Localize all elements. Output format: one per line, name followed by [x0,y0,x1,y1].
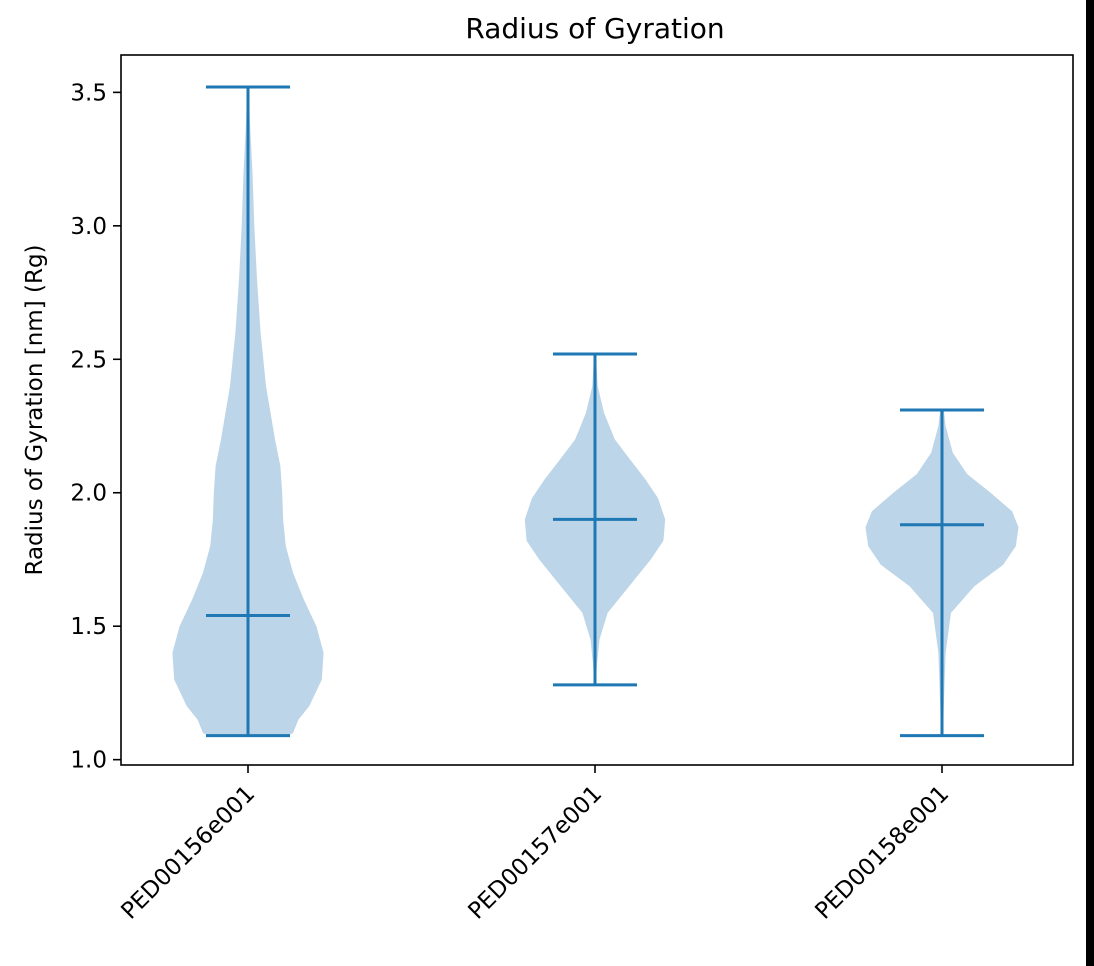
y-tick-label: 2.0 [70,481,107,507]
y-tick-label: 3.0 [70,214,107,240]
window-edge [1086,0,1094,966]
y-tick-label: 1.5 [70,614,107,640]
plot-area [172,85,1019,738]
plot-frame [120,54,1074,766]
x-tick-label: PED00158e001 [810,781,954,925]
x-tick-label: PED00156e001 [116,781,260,925]
x-tick-label: PED00157e001 [463,781,607,925]
y-tick-label: 2.5 [70,347,107,373]
y-tick-label: 1.0 [70,748,107,774]
y-axis-label: Radius of Gyration [nm] (Rg) [22,244,48,575]
y-tick-label: 3.5 [70,80,107,106]
chart-title: Radius of Gyration [465,12,724,45]
